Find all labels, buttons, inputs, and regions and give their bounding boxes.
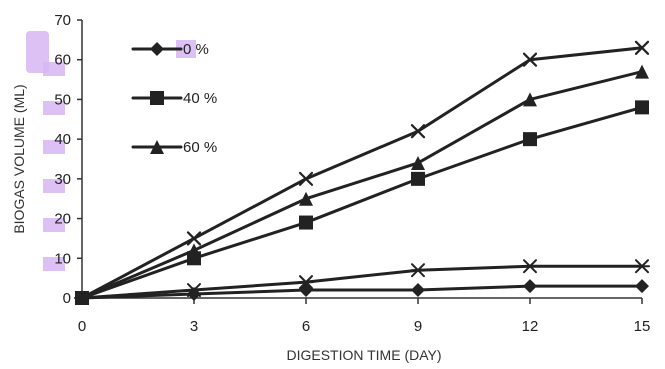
legend-label-0: 0 % (183, 41, 209, 58)
series-line-1 (82, 107, 642, 298)
y-tick-label-3: 30 (54, 171, 71, 188)
series-line-3 (82, 48, 642, 298)
series-1-point-2 (299, 216, 313, 230)
y-tick-label-1: 10 (54, 250, 71, 267)
series-line-4 (82, 266, 642, 298)
x-tick-label-1: 3 (190, 318, 198, 335)
x-tick-label-2: 6 (302, 318, 310, 335)
x-tick-label-3: 9 (414, 318, 422, 335)
y-tick-label-6: 60 (54, 52, 71, 69)
series-0-point-4 (523, 279, 537, 293)
series-1-point-3 (411, 172, 425, 186)
legend-label-2: 60 % (183, 139, 217, 156)
series-0-point-2 (299, 283, 313, 297)
series-1-point-5 (635, 100, 649, 114)
legend-marker-1 (150, 91, 164, 105)
y-axis-label: BIOGAS VOLUME (ML) (11, 84, 27, 233)
series-0-point-5 (635, 279, 649, 293)
x-axis-label: DIGESTION TIME (DAY) (286, 347, 441, 363)
legend-marker-0 (150, 42, 164, 56)
x-tick-label-4: 12 (522, 318, 539, 335)
series-2-point-1 (187, 243, 201, 257)
y-tick-label-0: 0 (63, 290, 71, 307)
legend-label-1: 40 % (183, 90, 217, 107)
series-0-point-3 (411, 283, 425, 297)
y-tick-label-5: 50 (54, 91, 71, 108)
y-tick-label-4: 40 (54, 131, 71, 148)
x-tick-label-5: 15 (634, 318, 651, 335)
y-tick-label-7: 70 (54, 12, 71, 29)
y-tick-label-2: 20 (54, 211, 71, 228)
x-tick-label-0: 0 (78, 318, 86, 335)
series-1-point-4 (523, 132, 537, 146)
series-line-2 (82, 72, 642, 298)
